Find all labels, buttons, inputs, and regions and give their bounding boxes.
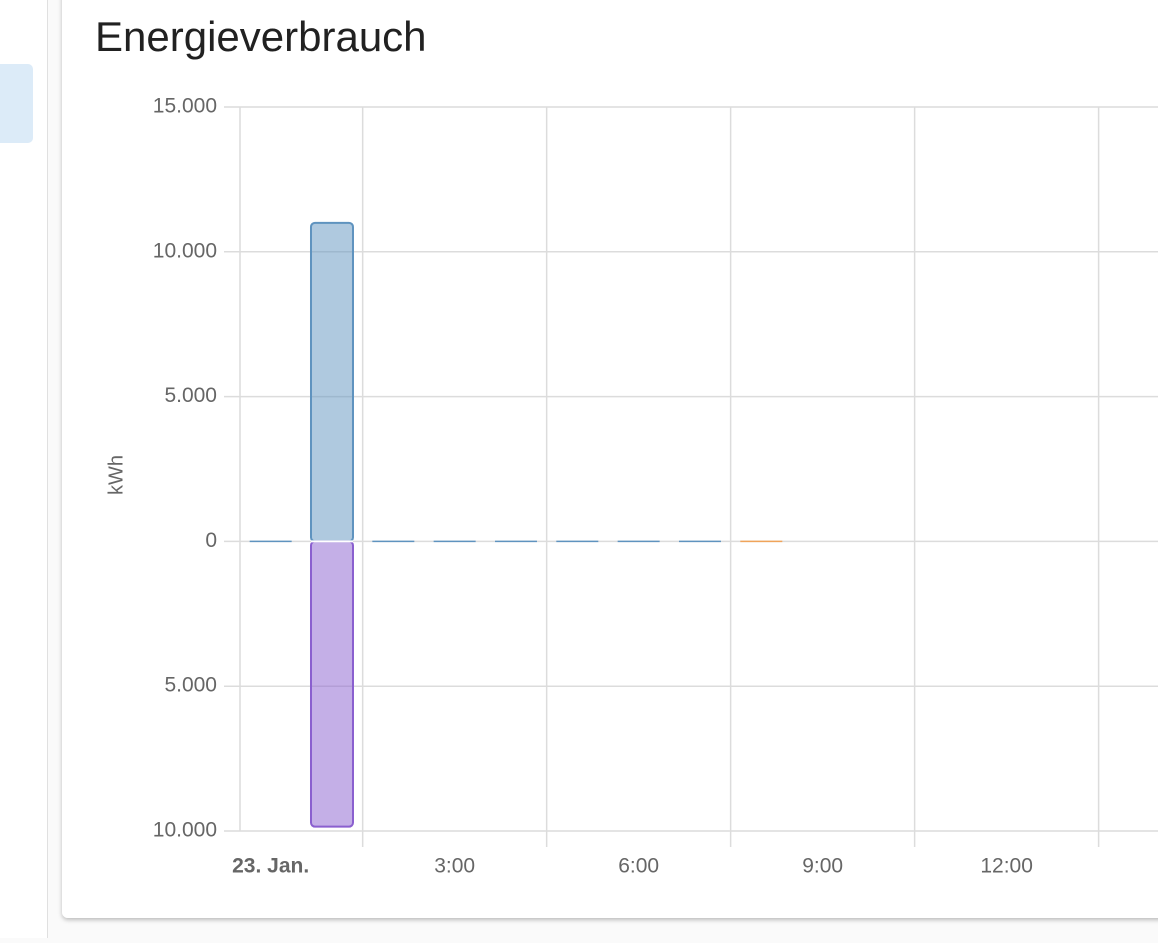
x-tick-label: 3:00	[434, 855, 475, 878]
bar	[309, 540, 354, 828]
x-tick-label: 9:00	[802, 855, 843, 878]
sidebar-item[interactable]	[0, 64, 33, 143]
y-tick-label: 0	[205, 529, 217, 552]
x-tick-label: 6:00	[618, 855, 659, 878]
y-tick-label: 10.000	[153, 819, 217, 842]
card	[62, 0, 1158, 918]
y-tick-label: 5.000	[164, 384, 217, 407]
y-tick-label: 15.000	[153, 95, 217, 118]
sidebar	[0, 0, 47, 938]
y-tick-label: 5.000	[164, 674, 217, 697]
chart-title: Energieverbrauch	[95, 13, 427, 60]
bar	[309, 221, 354, 543]
x-tick-label: 12:00	[980, 855, 1033, 878]
y-axis-label: kWh	[105, 455, 127, 495]
x-tick-label: 23. Jan.	[232, 855, 309, 878]
y-tick-label: 10.000	[153, 239, 217, 262]
